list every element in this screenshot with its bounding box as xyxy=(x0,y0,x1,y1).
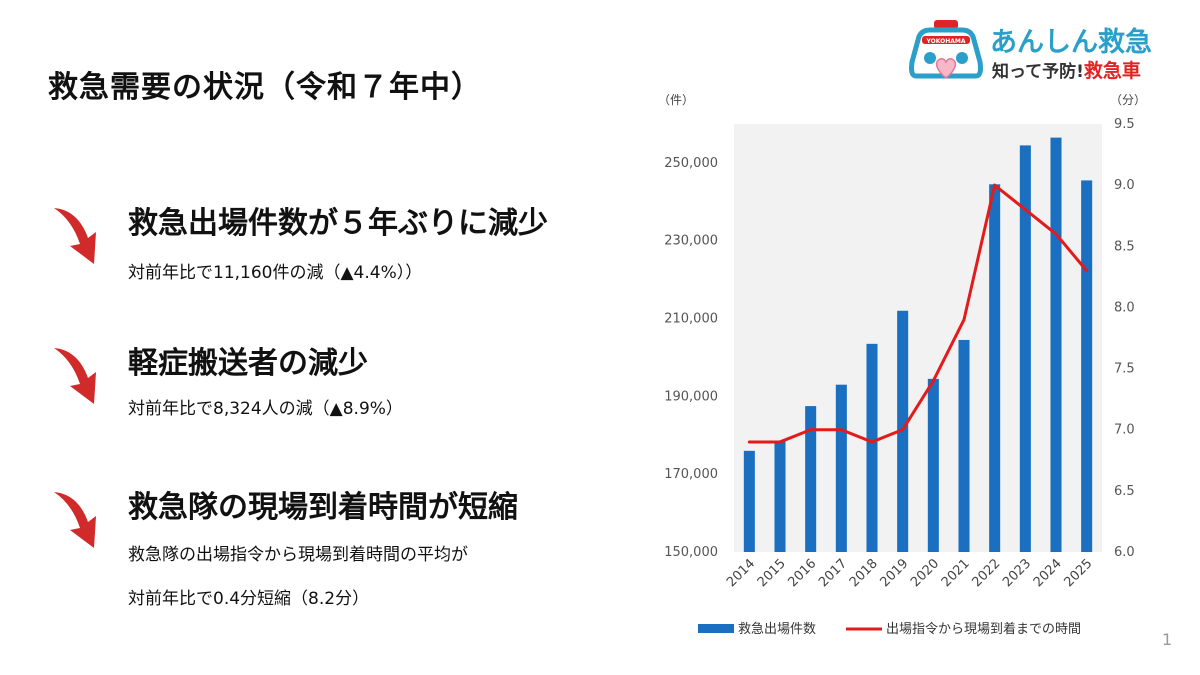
dispatch-chart: 150,000 170,000 190,000 210,000 230,000 250,0… xyxy=(658,93,1146,637)
left-axis-tick-label: 230,000 xyxy=(664,234,718,249)
line-point-2016 xyxy=(809,428,813,432)
line-point-2025 xyxy=(1085,269,1089,273)
logo-title: あんしん救急 xyxy=(990,27,1152,58)
left-axis-tick-label: 150,000 xyxy=(664,545,718,560)
line-point-2020 xyxy=(931,379,935,383)
bar-2020 xyxy=(927,378,939,552)
left-axis-tick-label: 210,000 xyxy=(664,312,718,327)
bar-2025 xyxy=(1081,180,1093,552)
right-axis-tick-label: 8.5 xyxy=(1114,239,1135,254)
x-tick-label: 2024 xyxy=(1031,556,1065,590)
down-arrow-icon xyxy=(54,348,96,404)
bar-2022 xyxy=(989,184,1001,552)
logo-subtitle-a: 知って予防! xyxy=(992,62,1084,82)
arrival-time-line xyxy=(749,183,1088,444)
point-heading: 救急隊の現場到着時間が短縮 xyxy=(128,490,518,525)
bar-2021 xyxy=(958,339,970,552)
line-point-2022 xyxy=(993,183,997,187)
x-tick-label: 2020 xyxy=(908,556,942,590)
logo-subtitle-b: 救急車 xyxy=(1083,60,1141,82)
page-number: 1 xyxy=(1162,630,1173,649)
line-point-2017 xyxy=(839,428,843,432)
right-axis-tick-label: 8.0 xyxy=(1114,300,1135,315)
bar-2019 xyxy=(897,310,909,552)
logo-subtitle: 知って予防!救急車 xyxy=(992,56,1141,83)
point-detail: 救急隊の出場指令から現場到着時間の平均が xyxy=(128,545,468,565)
line-point-2018 xyxy=(870,440,874,444)
legend-line-label: 出場指令から現場到着までの時間 xyxy=(886,621,1081,637)
point-detail-2: 対前年比で0.4分短縮（8.2分） xyxy=(128,589,370,609)
right-axis-tick-label: 7.5 xyxy=(1114,362,1135,377)
x-tick-label: 2025 xyxy=(1061,556,1095,590)
point-detail: 対前年比で8,324人の減（▲8.9%） xyxy=(128,399,403,419)
right-axis-tick-label: 6.5 xyxy=(1114,484,1135,499)
x-tick-label: 2023 xyxy=(1000,556,1034,590)
point-detail: 対前年比で11,160件の減（▲4.4%）） xyxy=(128,263,423,283)
right-axis-tick-label: 9.5 xyxy=(1114,117,1135,132)
bar-2015 xyxy=(774,441,786,552)
x-tick-label: 2016 xyxy=(785,556,819,590)
line-point-2023 xyxy=(1023,208,1027,212)
line-point-2019 xyxy=(901,428,905,432)
legend-bar-label: 救急出場件数 xyxy=(738,621,816,637)
slide-title: 救急需要の状況（令和７年中） xyxy=(48,70,482,105)
logo-badge-text: YOKOHAMA xyxy=(926,38,966,45)
line-point-2015 xyxy=(778,440,782,444)
right-axis-tick-label: 9.0 xyxy=(1114,178,1135,193)
line-point-2024 xyxy=(1054,232,1058,236)
point-heading: 救急出場件数が５年ぶりに減少 xyxy=(128,206,548,241)
down-arrow-icon xyxy=(54,208,96,264)
x-tick-label: 2021 xyxy=(939,556,973,590)
line-point-2014 xyxy=(747,440,751,444)
bar-2023 xyxy=(1019,145,1031,552)
x-tick-label: 2018 xyxy=(847,556,881,590)
line-point-2021 xyxy=(962,318,966,322)
left-axis-tick-label: 250,000 xyxy=(664,156,718,171)
right-axis-unit: （分） xyxy=(1110,93,1146,107)
bar-2016 xyxy=(805,406,817,552)
left-axis-tick-label: 170,000 xyxy=(664,467,718,482)
bar-2018 xyxy=(866,343,878,552)
bar-2017 xyxy=(835,384,847,552)
right-axis-tick-label: 6.0 xyxy=(1114,545,1135,560)
right-axis-tick-label: 7.0 xyxy=(1114,423,1135,438)
left-axis-tick-label: 190,000 xyxy=(664,389,718,404)
plot-area xyxy=(734,124,1102,552)
x-tick-label: 2017 xyxy=(816,556,850,590)
x-tick-label: 2014 xyxy=(724,556,758,590)
left-axis-unit: （件） xyxy=(658,93,694,107)
down-arrow-icon xyxy=(54,492,96,548)
point-heading: 軽症搬送者の減少 xyxy=(128,346,368,381)
x-tick-label: 2022 xyxy=(969,556,1003,590)
anshin-kyukyu-logo: YOKOHAMA あんしん救急 知って予防!救急車 xyxy=(908,18,1158,86)
legend-bar-swatch xyxy=(698,624,734,633)
x-tick-label: 2015 xyxy=(755,556,789,590)
x-tick-label: 2019 xyxy=(877,556,911,590)
ambulance-mascot-icon: YOKOHAMA xyxy=(909,20,983,79)
bar-2014 xyxy=(743,450,755,552)
bar-2024 xyxy=(1050,137,1062,553)
